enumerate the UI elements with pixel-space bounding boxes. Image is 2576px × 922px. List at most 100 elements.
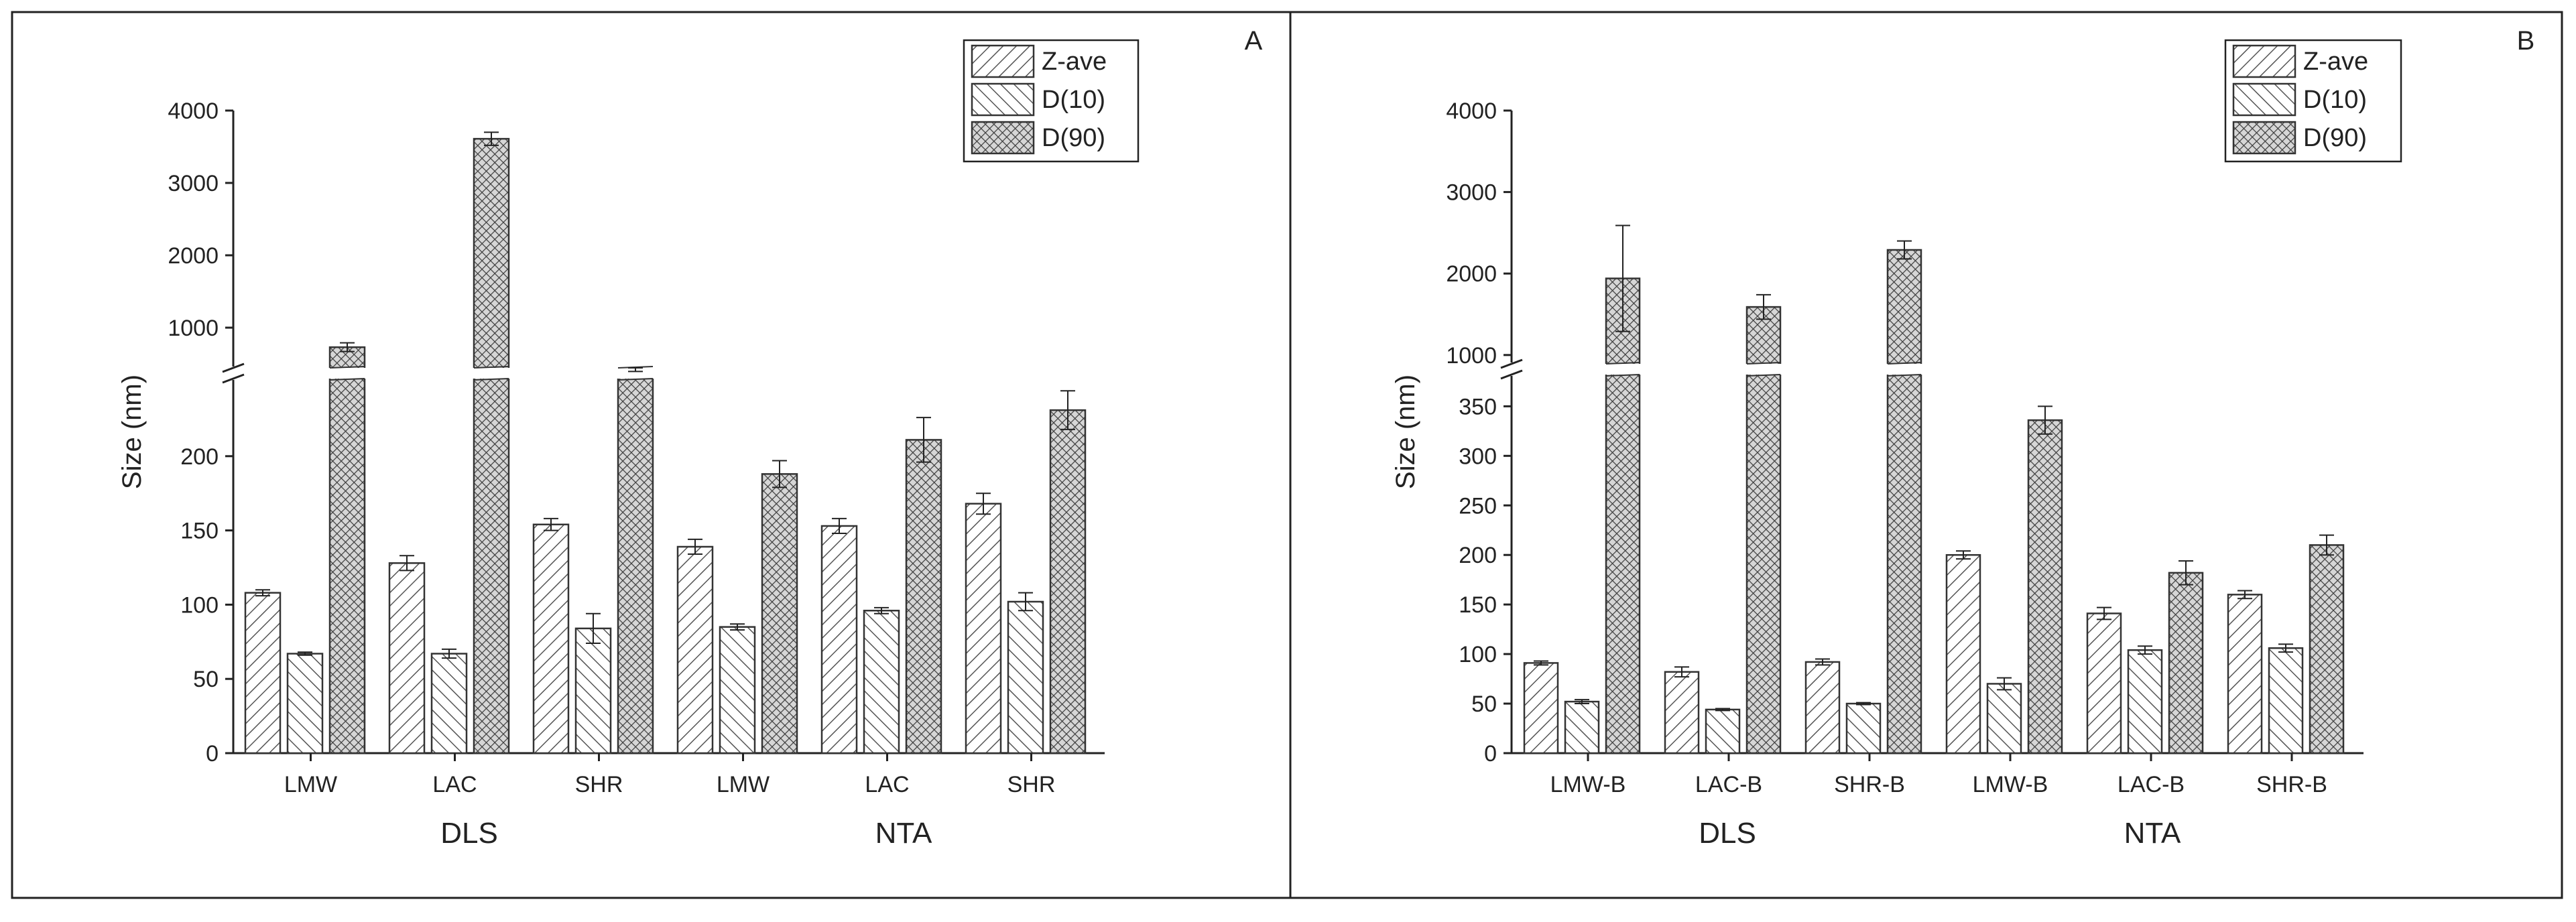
panel-b: 0 50 100 150 200 250 300 350 1000 2000 3000 4000 LMW… (1391, 26, 2534, 850)
bar-break-line (1887, 362, 1922, 365)
legend-label: D(10) (1042, 86, 1105, 114)
bar (1804, 661, 1841, 754)
y-axis-label: Size (nm) (1391, 375, 1420, 489)
bar (1986, 683, 2022, 754)
y-tick-label: 350 (1459, 394, 1497, 419)
axis-break-mark (222, 363, 245, 373)
legend-label: Z-ave (2303, 48, 2368, 76)
bar (676, 545, 714, 754)
legend-label: Z-ave (1042, 48, 1107, 76)
bar-break-line (1887, 374, 1922, 377)
bar (1605, 277, 1641, 754)
bar (2227, 594, 2263, 754)
y-tick-label: 100 (1459, 642, 1497, 667)
bar-axis-break (1745, 364, 1782, 375)
bar (2268, 647, 2304, 754)
bar-break-line (329, 366, 365, 369)
bar (2086, 612, 2122, 754)
y-tick-label: 100 (180, 592, 219, 618)
y-tick-label: 50 (193, 667, 219, 692)
bar (286, 653, 324, 754)
bar (761, 473, 798, 754)
x-tick-label: LAC-B (2118, 772, 2185, 797)
bar (1886, 249, 1922, 754)
group-label: DLS (440, 817, 498, 850)
y-tick-label: 2000 (168, 243, 219, 269)
bar (1564, 700, 1600, 754)
y-tick-label: 150 (1459, 592, 1497, 618)
x-tick-label: SHR-B (1834, 772, 1905, 797)
bar (1745, 306, 1782, 754)
y-tick-label: 2000 (1446, 261, 1497, 287)
panel-a: 0 50 100 150 200 1000 2000 3000 4000 LMW LAC SHR LMW… (117, 26, 1263, 850)
legend-swatch (2232, 44, 2296, 78)
y-tick-label: 1000 (168, 316, 219, 341)
y-tick-label: 0 (1484, 741, 1497, 767)
group-label: DLS (1699, 817, 1756, 850)
bar (473, 137, 510, 754)
bar-break-line (1746, 374, 1781, 377)
bar (388, 562, 426, 754)
y-tick-label: 200 (180, 444, 219, 470)
bar-axis-break (616, 368, 655, 379)
x-tick-label: LMW (284, 772, 337, 797)
axis-break-mark (222, 373, 245, 384)
legend-swatch (971, 82, 1035, 117)
y-tick-label: 3000 (1446, 180, 1497, 206)
figure-frame (11, 11, 2563, 899)
y-tick-label: 4000 (1446, 98, 1497, 124)
bar (2027, 419, 2063, 754)
legend-label: D(90) (2303, 124, 2367, 152)
bar (820, 525, 858, 754)
bar (719, 626, 756, 754)
bar-break-line (1605, 374, 1640, 377)
bar-break-line (617, 378, 654, 381)
panel-label: A (1245, 26, 1263, 56)
bar (863, 610, 900, 754)
y-tick-label: 1000 (1446, 343, 1497, 369)
x-tick-label: LAC-B (1695, 772, 1762, 797)
bar (1845, 702, 1882, 754)
bar-axis-break (472, 368, 511, 379)
bar (1664, 671, 1700, 754)
y-tick-label: 150 (180, 519, 219, 544)
bar-break-line (1746, 362, 1781, 365)
bar-axis-break (328, 368, 367, 379)
y-tick-label: 0 (206, 741, 219, 767)
y-tick-label: 3000 (168, 171, 219, 196)
bar (1523, 662, 1559, 754)
legend-label: D(10) (2303, 86, 2367, 114)
x-tick-label: SHR-B (2256, 772, 2327, 797)
legend-swatch (971, 121, 1035, 155)
legend-swatch (971, 44, 1035, 78)
x-tick-label: LMW (717, 772, 770, 797)
bar-break-line (473, 378, 509, 381)
axis-break-mark (1500, 358, 1523, 369)
bar (2127, 649, 2163, 754)
bar (574, 627, 612, 754)
legend-swatch (2232, 82, 2296, 117)
y-tick-label: 50 (1471, 692, 1497, 717)
bar (1945, 553, 1981, 754)
bar (965, 503, 1002, 754)
bar (2309, 544, 2345, 754)
bar (1705, 708, 1741, 754)
x-tick-label: LMW-B (1550, 772, 1626, 797)
y-axis-label: Size (nm) (117, 375, 147, 489)
bar (617, 369, 654, 754)
bar (1049, 409, 1087, 754)
x-tick-label: LMW-B (1973, 772, 2048, 797)
bar (244, 592, 282, 754)
legend-swatch (2232, 121, 2296, 155)
y-tick-label: 250 (1459, 493, 1497, 519)
bar (532, 523, 570, 754)
bar (430, 653, 468, 754)
y-tick-label: 300 (1459, 444, 1497, 469)
x-tick-label: SHR (1007, 772, 1056, 797)
y-tick-label: 4000 (168, 98, 219, 124)
bar (328, 346, 366, 754)
x-tick-label: SHR (575, 772, 623, 797)
legend-label: D(90) (1042, 124, 1105, 152)
panel-label: B (2517, 26, 2535, 56)
